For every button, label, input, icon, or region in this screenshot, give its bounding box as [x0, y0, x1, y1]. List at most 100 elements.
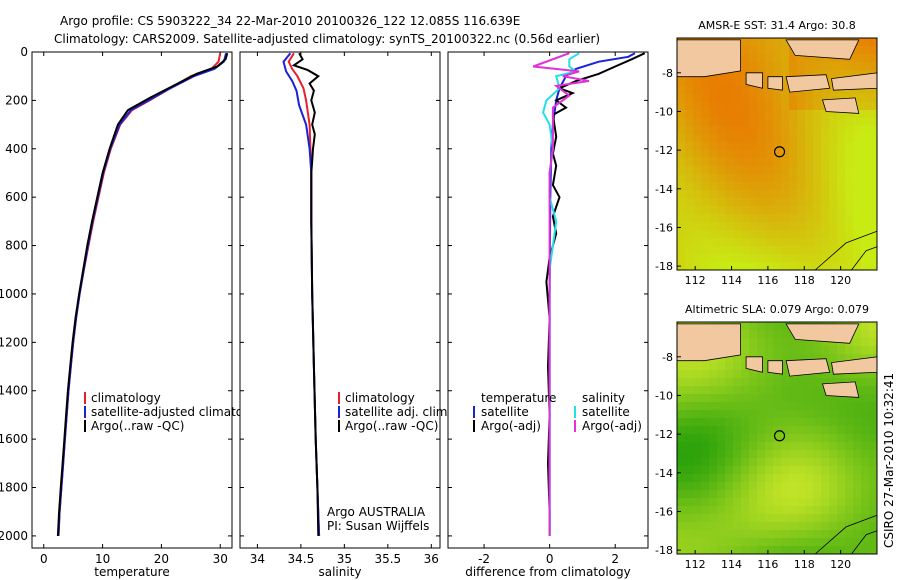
map-cell	[757, 246, 765, 254]
map-cell	[733, 362, 741, 370]
map-cell	[733, 538, 741, 546]
map-cell	[789, 466, 797, 474]
map-cell	[813, 538, 821, 546]
map-cell	[821, 538, 829, 546]
map-cell	[701, 142, 709, 150]
map-cell	[693, 410, 701, 418]
map-cell	[821, 118, 829, 126]
map-cell	[773, 434, 781, 442]
map-cell	[677, 182, 685, 190]
map-cell	[693, 386, 701, 394]
map-cell	[773, 530, 781, 538]
map-cell	[757, 222, 765, 230]
map-cell	[789, 262, 797, 270]
map-cell	[861, 426, 869, 434]
map-cell	[829, 466, 837, 474]
map-cell	[797, 238, 805, 246]
map-cell	[725, 126, 733, 134]
map-cell	[749, 418, 757, 426]
map-cell	[773, 330, 781, 338]
map-cell	[725, 86, 733, 94]
map-cell	[813, 134, 821, 142]
map-cell	[765, 166, 773, 174]
map-cell	[837, 126, 845, 134]
map-cell	[845, 142, 853, 150]
map-cell	[845, 410, 853, 418]
map-cell	[749, 506, 757, 514]
map-cell	[677, 370, 685, 378]
map-cell	[765, 490, 773, 498]
map-cell	[789, 354, 797, 362]
legend-label: Argo(-adj)	[582, 419, 642, 433]
map-cell	[797, 434, 805, 442]
map-cell	[853, 530, 861, 538]
map-cell	[869, 418, 877, 426]
map-cell	[765, 354, 773, 362]
map-cell	[741, 346, 749, 354]
map-cell	[869, 214, 877, 222]
map-cell	[813, 166, 821, 174]
series-line-salinity-satellite	[542, 52, 580, 536]
map-cell	[725, 458, 733, 466]
map-cell	[741, 110, 749, 118]
map-cell	[821, 530, 829, 538]
map-cell	[805, 482, 813, 490]
map-cell	[829, 442, 837, 450]
map-cell	[749, 214, 757, 222]
map-cell	[709, 498, 717, 506]
map-cell	[797, 346, 805, 354]
map-cell	[685, 370, 693, 378]
map-cell	[709, 386, 717, 394]
y-tick-label: 1400	[0, 384, 28, 398]
map-cell	[853, 354, 861, 362]
map-cell	[709, 198, 717, 206]
map-cell	[781, 354, 789, 362]
map-cell	[765, 346, 773, 354]
map-cell	[781, 142, 789, 150]
map-cell	[741, 506, 749, 514]
map-cell	[765, 174, 773, 182]
map-cell	[781, 134, 789, 142]
map-cell	[861, 506, 869, 514]
map-cell	[789, 94, 797, 102]
map-cell	[709, 246, 717, 254]
map-cell	[845, 70, 853, 78]
map-x-tick-label: 116	[757, 558, 778, 571]
map-cell	[757, 482, 765, 490]
map-cell	[677, 378, 685, 386]
map-cell	[869, 86, 877, 94]
map-cell	[733, 86, 741, 94]
map-cell	[741, 514, 749, 522]
map-cell	[813, 530, 821, 538]
map-cell	[741, 38, 749, 46]
map-cell	[757, 46, 765, 54]
map-cell	[757, 174, 765, 182]
map-cell	[773, 94, 781, 102]
map-cell	[789, 418, 797, 426]
map-cell	[701, 546, 709, 554]
map-cell	[741, 410, 749, 418]
map-cell	[789, 118, 797, 126]
map-cell	[813, 262, 821, 270]
map-cell	[757, 166, 765, 174]
map-cell	[685, 482, 693, 490]
map-cell	[837, 230, 845, 238]
map-cell	[677, 522, 685, 530]
map-cell	[733, 254, 741, 262]
map-cell	[741, 182, 749, 190]
map-cell	[869, 46, 877, 54]
map-cell	[685, 514, 693, 522]
map-cell	[853, 86, 861, 94]
y-tick-label: 400	[5, 142, 28, 156]
map-cell	[693, 174, 701, 182]
map-cell	[781, 506, 789, 514]
map-cell	[797, 498, 805, 506]
map-cell	[773, 402, 781, 410]
map-cell	[765, 134, 773, 142]
map-cell	[829, 522, 837, 530]
map-cell	[717, 246, 725, 254]
map-cell	[829, 142, 837, 150]
map-cell	[821, 54, 829, 62]
map-cell	[805, 514, 813, 522]
map-cell	[845, 110, 853, 118]
